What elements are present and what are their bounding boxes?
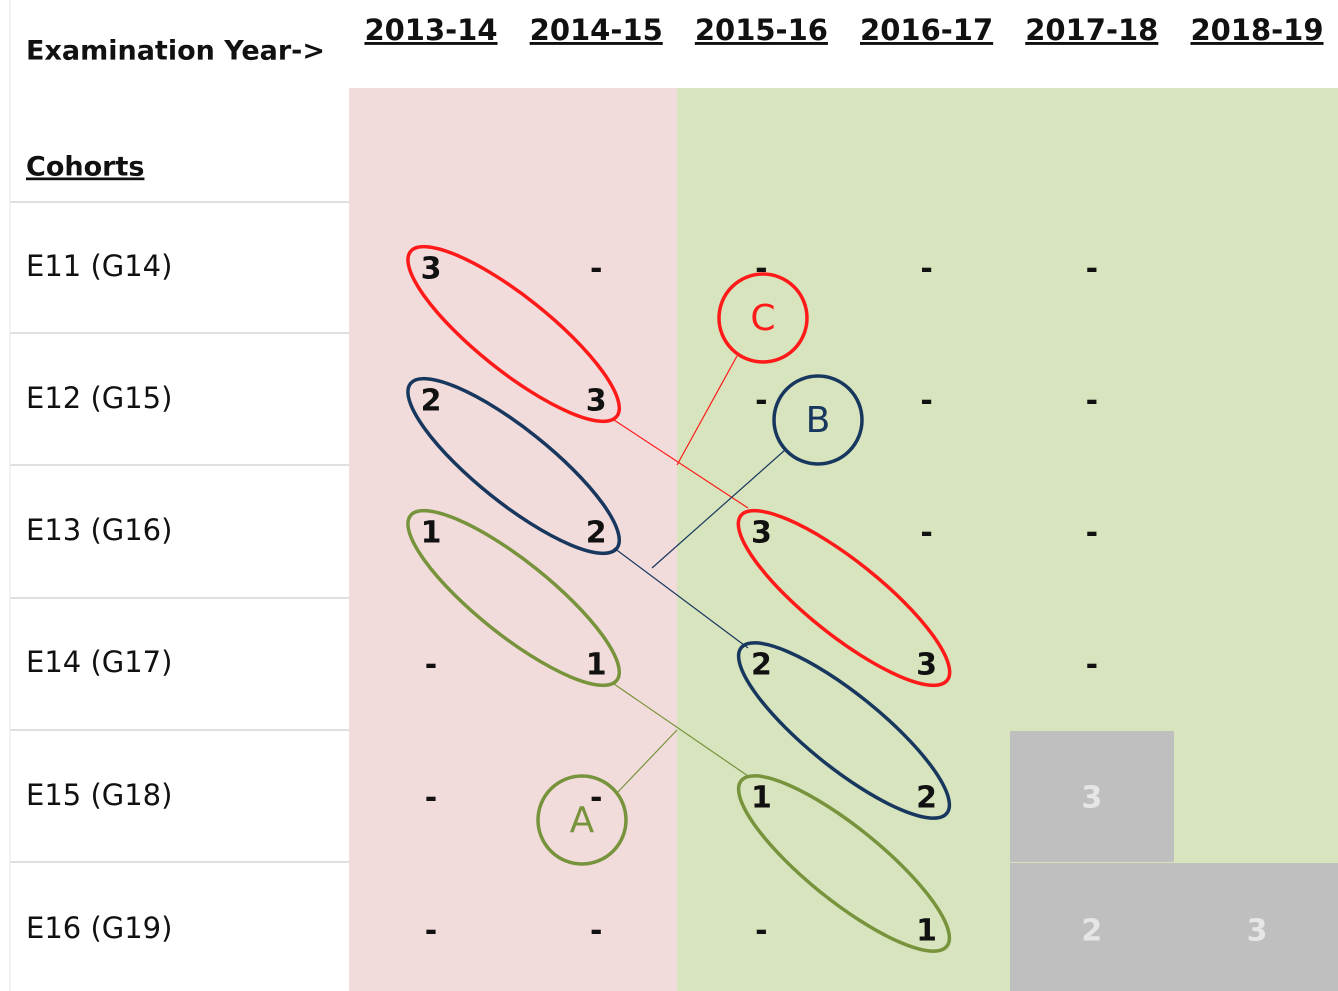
cell-value: -	[920, 384, 932, 419]
cell-value: 2	[751, 648, 772, 683]
axis-label: Examination Year->	[26, 36, 325, 67]
pink-region	[349, 88, 677, 991]
cell-value: 2	[421, 384, 442, 419]
group-circle	[717, 272, 809, 364]
year-header: 2014-15	[530, 13, 663, 47]
cell-value: -	[590, 252, 602, 287]
cell-value: 1	[751, 781, 772, 816]
cell-value: 1	[421, 516, 442, 551]
cell-value: -	[920, 252, 932, 287]
cell-value: -	[755, 252, 767, 287]
connector	[616, 729, 678, 794]
connector	[651, 449, 786, 569]
cohort-label: E16 (G19)	[26, 911, 172, 945]
group-label: B	[806, 400, 831, 441]
cohort-label: E14 (G17)	[26, 645, 172, 679]
group-ellipse	[736, 508, 952, 688]
cell-value: -	[920, 516, 932, 551]
cell-value: -	[590, 781, 602, 816]
cell-value: 3	[916, 648, 937, 683]
cohort-label: E13 (G16)	[26, 513, 172, 547]
green-region	[677, 88, 1338, 991]
group-ellipse	[406, 508, 622, 688]
cell-value: -	[1086, 648, 1098, 683]
cell-value: -	[755, 914, 767, 949]
cohort-label: E11 (G14)	[26, 249, 172, 283]
grey-cell	[1010, 731, 1174, 862]
cell-value: 3	[1081, 781, 1102, 816]
cohort-label: E15 (G18)	[26, 778, 172, 812]
cell-value: 1	[586, 648, 607, 683]
year-header: 2013-14	[364, 13, 497, 47]
cell-value: -	[1086, 516, 1098, 551]
connector	[613, 547, 749, 649]
cell-value: -	[590, 914, 602, 949]
group-circle	[536, 774, 628, 866]
cell-value: -	[425, 648, 437, 683]
cell-value: 3	[751, 516, 772, 551]
group-ellipse	[406, 244, 622, 424]
cell-value: -	[425, 914, 437, 949]
group-label: A	[570, 800, 595, 841]
cell-value: -	[1086, 384, 1098, 419]
year-header: 2016-17	[860, 13, 993, 47]
cell-value: 2	[1081, 914, 1102, 949]
group-ellipse	[736, 641, 952, 820]
row-header: Cohorts	[26, 152, 144, 183]
cohort-label: E12 (G15)	[26, 381, 172, 415]
group-ellipse	[736, 774, 952, 953]
group-circle	[772, 374, 864, 466]
cell-value: 2	[586, 516, 607, 551]
cell-value: -	[425, 781, 437, 816]
connector	[613, 419, 749, 509]
cell-value: 3	[421, 252, 442, 287]
group-label: C	[750, 298, 775, 339]
cell-value: 2	[916, 781, 937, 816]
year-header: 2017-18	[1025, 13, 1158, 47]
year-header: 2018-19	[1190, 13, 1323, 47]
group-ellipse	[406, 376, 622, 556]
grey-cell	[1010, 863, 1338, 991]
cell-value: -	[755, 384, 767, 419]
connector	[613, 683, 749, 777]
cell-value: -	[1086, 252, 1098, 287]
cell-value: 3	[1247, 914, 1268, 949]
cell-value: 3	[586, 384, 607, 419]
cell-value: 1	[916, 914, 937, 949]
year-header: 2015-16	[695, 13, 828, 47]
connector	[676, 355, 738, 466]
